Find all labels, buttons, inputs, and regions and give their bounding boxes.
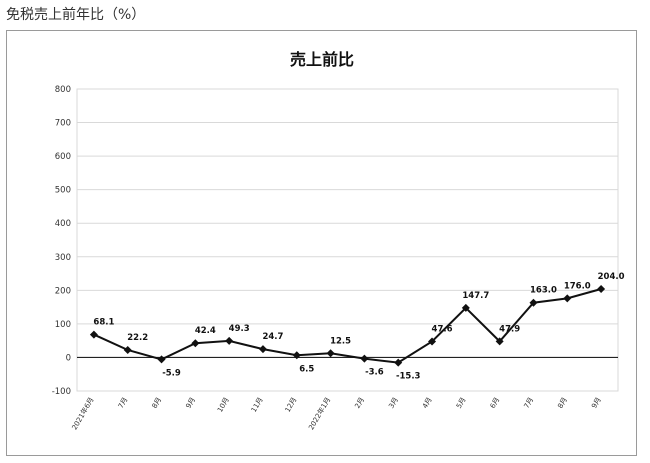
data-label: 24.7 <box>262 332 283 342</box>
data-label: 147.7 <box>462 291 489 301</box>
data-point-marker <box>563 294 572 303</box>
data-point-marker <box>326 349 335 358</box>
data-label: -5.9 <box>162 368 181 378</box>
data-label: 163.0 <box>530 286 557 296</box>
line-chart: 売上前比 800 700 600 500 400 300 200 100 0 -1002021年6… <box>52 50 625 431</box>
data-point-marker <box>597 284 606 293</box>
chart-frame: 売上前比 800 700 600 500 400 300 200 100 0 -100 2021年6… <box>6 30 637 456</box>
x-tick-label: 9月 <box>184 396 197 410</box>
y-tick-label: 600 <box>55 152 71 162</box>
y-tick-label: 800 <box>55 85 71 95</box>
data-label: 22.2 <box>127 333 148 343</box>
data-label: 47.6 <box>432 324 453 334</box>
data-label: 6.5 <box>299 364 314 374</box>
data-label: -3.6 <box>365 368 384 378</box>
x-tick-label: 11月 <box>250 396 265 414</box>
data-label-layer: 68.1 22.2 -5.9 42.4 49.3 24.7 6.5 12.5 -3.6 -15.3… <box>93 272 624 382</box>
page-heading: 免税売上前年比（%） <box>6 7 146 23</box>
x-tick-label: 8月 <box>556 396 569 410</box>
data-point-marker <box>157 355 166 364</box>
x-tick-label: 4月 <box>421 396 434 410</box>
x-tick-label: 2月 <box>353 396 366 410</box>
y-tick-label: 700 <box>55 119 71 129</box>
data-label: 47.9 <box>499 324 520 334</box>
series-layer <box>89 284 606 367</box>
data-point-marker <box>292 351 301 360</box>
data-label: -15.3 <box>396 372 421 382</box>
data-label: 12.5 <box>330 336 351 346</box>
x-tick-label: 10月 <box>216 396 231 414</box>
x-tick-label: 7月 <box>523 396 536 410</box>
data-point-marker <box>225 336 234 345</box>
chart-title: 売上前比 <box>290 50 354 69</box>
x-tick-label: 5月 <box>455 396 468 410</box>
data-point-marker <box>360 354 369 363</box>
data-label: 42.4 <box>195 326 216 336</box>
y-tick-label: 200 <box>55 286 71 296</box>
x-tick-label: 7月 <box>117 396 130 410</box>
data-point-marker <box>89 330 98 339</box>
y-tick-label: 400 <box>55 219 71 229</box>
data-point-marker <box>461 303 470 312</box>
data-label: 49.3 <box>229 324 250 334</box>
x-tick-label: 12月 <box>284 396 299 414</box>
data-point-marker <box>428 337 437 346</box>
x-tick-label: 8月 <box>151 396 164 410</box>
x-tick-label: 3月 <box>387 396 400 410</box>
y-tick-label: -100 <box>52 387 71 397</box>
y-tick-label: 100 <box>55 320 71 330</box>
data-label: 204.0 <box>598 272 625 282</box>
x-tick-label: 2022年1月 <box>306 396 332 432</box>
data-point-marker <box>394 358 403 367</box>
x-tick-label: 2021年6月 <box>70 396 96 432</box>
data-point-marker <box>191 339 200 348</box>
data-point-marker <box>123 345 132 354</box>
x-tick-label: 6月 <box>489 396 502 410</box>
data-label: 68.1 <box>93 318 114 328</box>
series-line <box>93 288 602 364</box>
y-tick-label: 300 <box>55 253 71 263</box>
data-point-marker <box>495 337 504 346</box>
data-point-marker <box>258 345 267 354</box>
y-tick-label: 0 <box>66 353 71 363</box>
y-tick-label: 500 <box>55 186 71 196</box>
grid-layer <box>76 88 619 392</box>
x-tick-label: 9月 <box>590 396 603 410</box>
data-point-marker <box>529 298 538 307</box>
data-label: 176.0 <box>564 281 591 291</box>
